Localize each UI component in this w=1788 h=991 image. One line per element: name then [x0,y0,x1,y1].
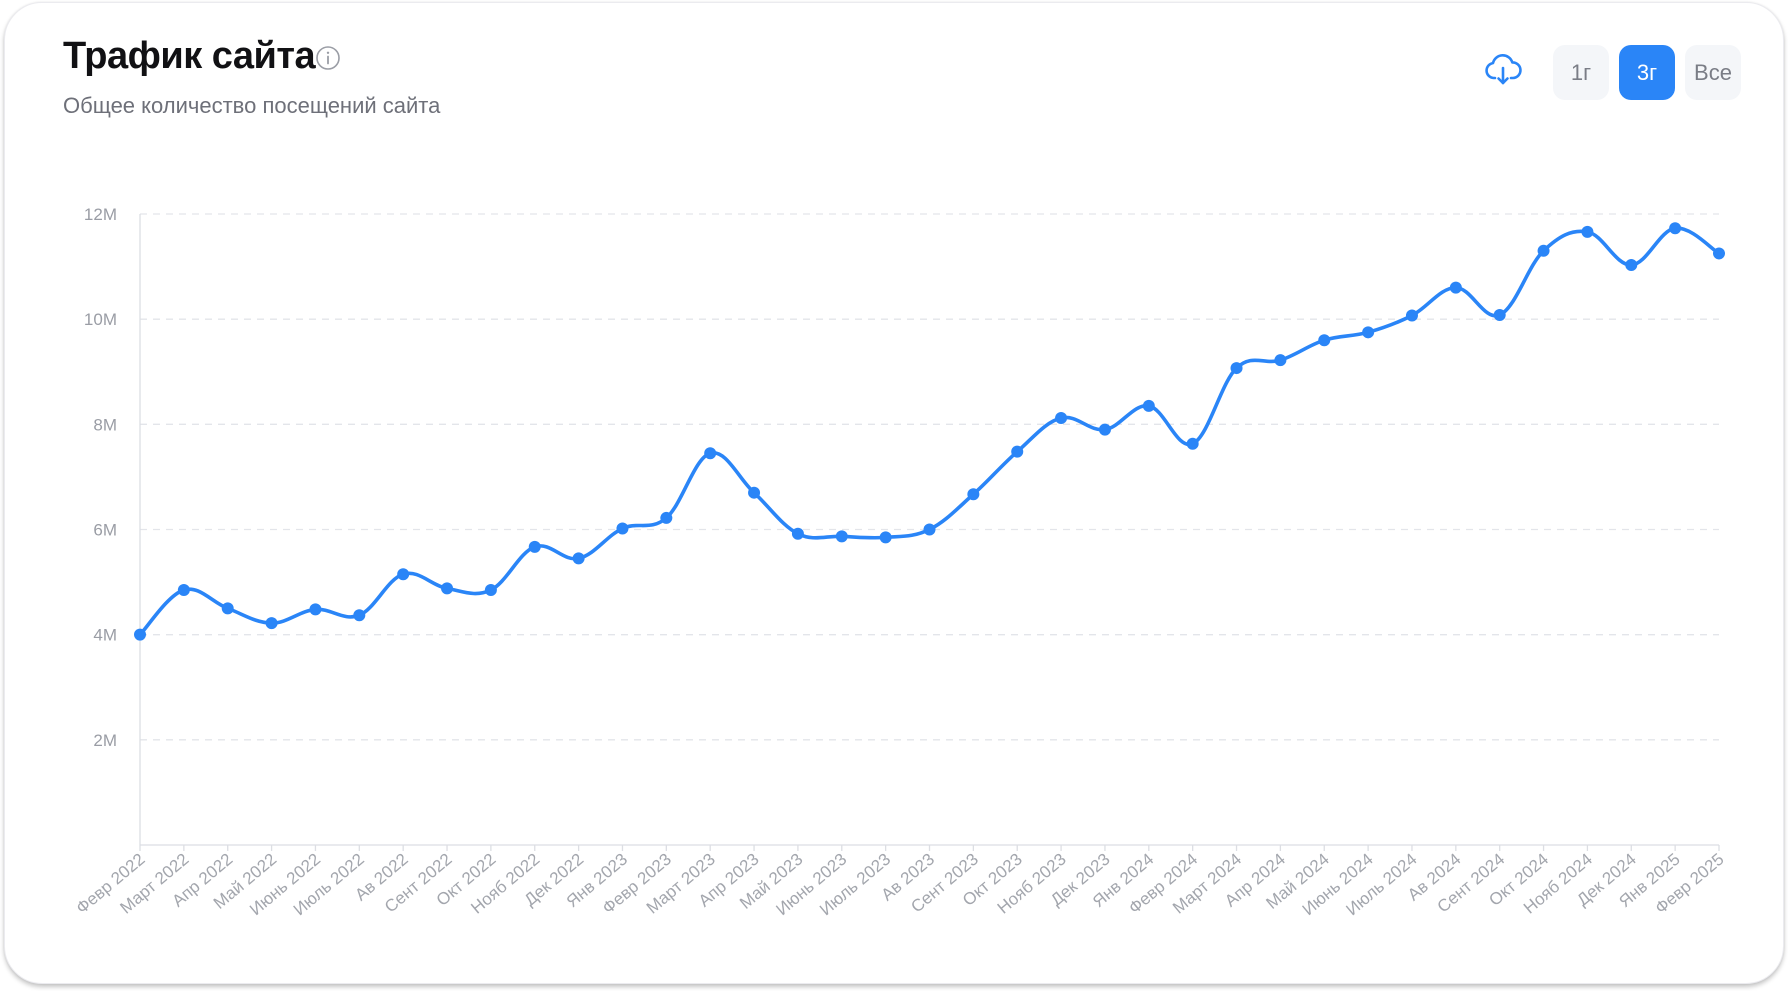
y-tick-label: 6M [93,521,117,540]
data-point [616,522,629,535]
data-point [1142,399,1155,412]
card-subtitle: Общее количество посещений сайта [63,93,441,118]
data-point [791,527,804,540]
data-point [528,540,541,553]
data-point [1186,437,1199,450]
data-point [134,628,146,641]
data-point [660,511,673,524]
data-point [748,486,761,499]
data-point [879,531,892,544]
data-point [1713,247,1725,260]
data-point [484,583,497,596]
range-3y-button[interactable]: 3г [1619,45,1675,100]
data-point [1669,222,1682,235]
range-all-button[interactable]: Все [1685,45,1741,100]
data-point [704,447,717,460]
data-point [265,617,278,630]
data-point [221,602,234,615]
data-point [1581,225,1594,238]
data-point [441,582,454,595]
series-line [138,226,1721,637]
data-point [177,583,190,596]
data-point [353,609,366,622]
data-point [923,523,936,536]
data-point [1055,412,1068,425]
y-tick-label: 8M [93,415,117,434]
data-point [1537,244,1550,257]
data-point [967,488,980,501]
data-point [1449,281,1462,294]
range-1y-button[interactable]: 1г [1553,45,1609,100]
data-point [1274,354,1287,367]
card-title: Трафик сайта [63,35,316,77]
traffic-card: Трафик сайта Общее количество посещений … [4,2,1784,984]
data-point [572,552,585,565]
y-tick-label: 10M [84,310,117,329]
cloud-download-icon[interactable] [1483,49,1523,89]
data-point [835,530,848,543]
data-point [1493,308,1506,321]
data-point [1011,445,1024,458]
data-point [397,568,410,581]
data-point [1405,309,1418,322]
y-tick-label: 12M [84,205,117,224]
data-point [1098,423,1111,436]
y-tick-label: 4M [93,626,117,645]
data-point [1625,259,1638,272]
data-point [1362,326,1375,339]
data-point [1318,334,1331,347]
data-point [309,603,322,616]
y-tick-label: 2M [93,731,117,750]
info-icon[interactable] [315,45,341,71]
data-point [1230,362,1243,375]
